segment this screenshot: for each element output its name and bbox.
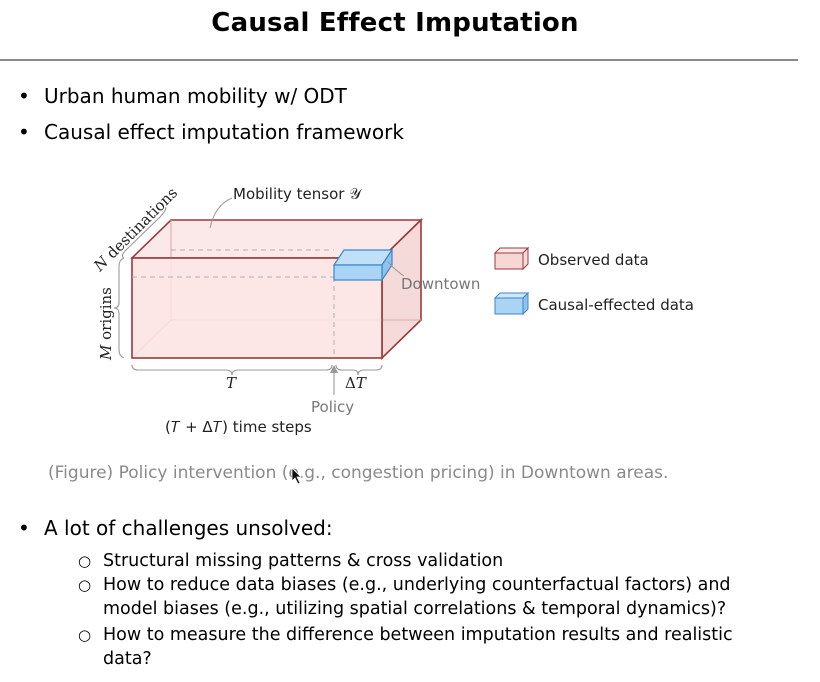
- sub-bullet-ring-icon: ○: [78, 576, 92, 594]
- challenge-item: ○ How to measure the difference between …: [78, 623, 733, 671]
- challenge-line: model biases (e.g., utilizing spatial co…: [103, 599, 727, 619]
- challenge-line: Structural missing patterns & cross vali…: [103, 551, 504, 571]
- bullet-text: Urban human mobility w/ ODT: [44, 84, 347, 108]
- bullet-framework: • Causal effect imputation framework: [18, 120, 404, 144]
- origins-label: 𝑀 origins: [97, 287, 115, 361]
- bullet-text: A lot of challenges unsolved:: [44, 516, 333, 540]
- delta-t-brace: [335, 364, 383, 376]
- t-brace: [131, 364, 333, 376]
- bullet-text: Causal effect imputation framework: [44, 120, 404, 144]
- t-label: 𝑇: [226, 374, 237, 392]
- policy-label: Policy: [311, 398, 354, 416]
- causal-block-front: [333, 264, 383, 281]
- challenge-line: data?: [103, 649, 152, 669]
- legend-observed: Observed data: [493, 246, 649, 271]
- challenge-line: How to reduce data biases (e.g., underly…: [103, 575, 731, 595]
- delta-t-label: Δ𝑇: [345, 374, 367, 392]
- challenge-line: How to measure the difference between im…: [103, 625, 733, 645]
- legend-causal: Causal-effected data: [493, 291, 694, 316]
- policy-arrow-head: [330, 365, 338, 373]
- bullet-dot-icon: •: [18, 120, 30, 144]
- destinations-brace: [121, 206, 167, 259]
- bullet-dot-icon: •: [18, 84, 30, 108]
- downtown-pointer: [387, 261, 405, 277]
- observed-legend-label: Observed data: [538, 251, 649, 269]
- bullet-challenges: • A lot of challenges unsolved:: [18, 516, 333, 540]
- causal-legend-label: Causal-effected data: [538, 296, 694, 314]
- figure-caption: (Figure) Policy intervention (e.g., cong…: [48, 463, 669, 483]
- observed-legend-icon-front: [494, 252, 524, 270]
- slide-title: Causal Effect Imputation: [211, 8, 579, 38]
- title-divider: [0, 59, 798, 61]
- bullet-dot-icon: •: [18, 516, 30, 540]
- sub-bullet-ring-icon: ○: [78, 626, 92, 644]
- downtown-label: Downtown: [401, 275, 480, 293]
- mouse-cursor-icon: [291, 467, 302, 485]
- challenge-item: ○ How to reduce data biases (e.g., under…: [78, 573, 731, 621]
- time-steps-label: (𝑇 + Δ𝑇) time steps: [165, 418, 312, 436]
- tensor-pointer: [209, 197, 233, 229]
- tensor-label: Mobility tensor 𝒴: [233, 185, 362, 203]
- origins-brace: [113, 257, 125, 359]
- causal-legend-icon-front: [494, 297, 524, 315]
- sub-bullet-ring-icon: ○: [78, 552, 92, 570]
- challenge-item: ○ Structural missing patterns & cross va…: [78, 549, 503, 573]
- bullet-urban-mobility: • Urban human mobility w/ ODT: [18, 84, 347, 108]
